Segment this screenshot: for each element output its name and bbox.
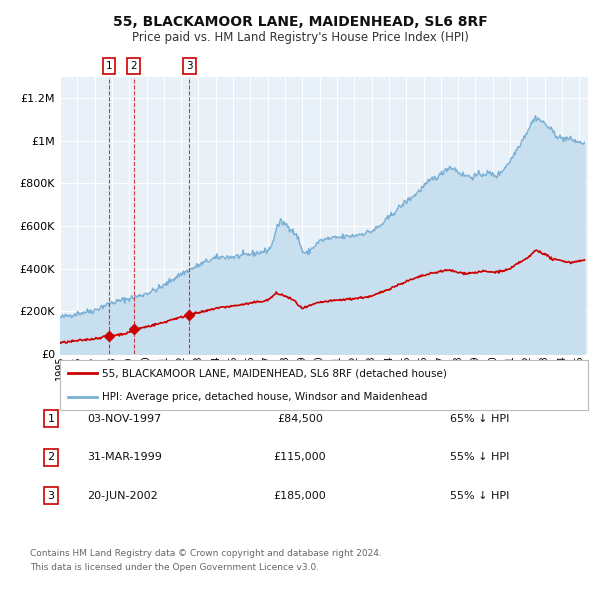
Text: This data is licensed under the Open Government Licence v3.0.: This data is licensed under the Open Gov… [30, 563, 319, 572]
Text: HPI: Average price, detached house, Windsor and Maidenhead: HPI: Average price, detached house, Wind… [102, 392, 428, 402]
Text: 31-MAR-1999: 31-MAR-1999 [87, 453, 162, 462]
Text: 55% ↓ HPI: 55% ↓ HPI [450, 453, 509, 462]
Text: £84,500: £84,500 [277, 414, 323, 424]
Text: Price paid vs. HM Land Registry's House Price Index (HPI): Price paid vs. HM Land Registry's House … [131, 31, 469, 44]
Text: 3: 3 [186, 61, 193, 71]
Text: 55, BLACKAMOOR LANE, MAIDENHEAD, SL6 8RF: 55, BLACKAMOOR LANE, MAIDENHEAD, SL6 8RF [113, 15, 487, 29]
Text: 55% ↓ HPI: 55% ↓ HPI [450, 491, 509, 500]
Text: Contains HM Land Registry data © Crown copyright and database right 2024.: Contains HM Land Registry data © Crown c… [30, 549, 382, 558]
Text: 55, BLACKAMOOR LANE, MAIDENHEAD, SL6 8RF (detached house): 55, BLACKAMOOR LANE, MAIDENHEAD, SL6 8RF… [102, 368, 447, 378]
Text: 2: 2 [47, 453, 55, 462]
Text: 20-JUN-2002: 20-JUN-2002 [87, 491, 158, 500]
Text: 1: 1 [47, 414, 55, 424]
Text: 2: 2 [130, 61, 137, 71]
Text: £185,000: £185,000 [274, 491, 326, 500]
Text: 3: 3 [47, 491, 55, 500]
Text: £115,000: £115,000 [274, 453, 326, 462]
Text: 1: 1 [106, 61, 112, 71]
Text: 65% ↓ HPI: 65% ↓ HPI [450, 414, 509, 424]
Text: 03-NOV-1997: 03-NOV-1997 [87, 414, 161, 424]
